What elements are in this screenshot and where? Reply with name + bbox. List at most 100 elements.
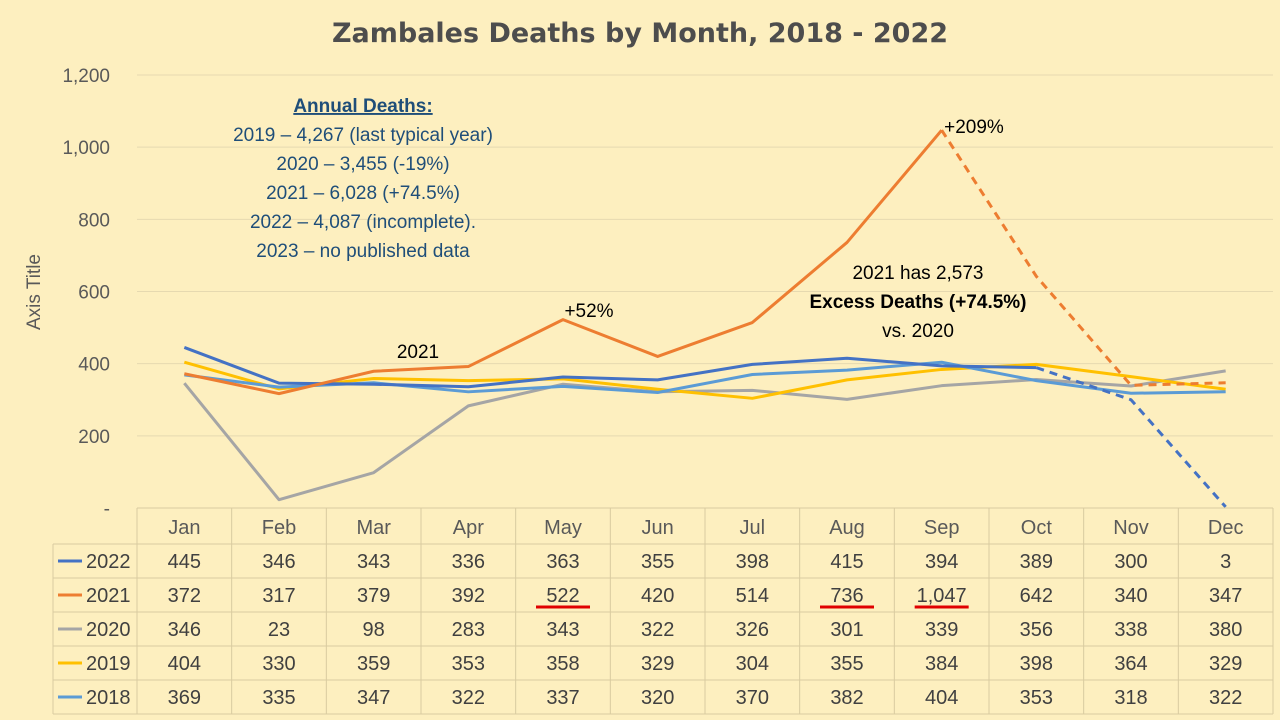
data-label: 382 [830, 687, 863, 709]
data-label: 370 [736, 687, 769, 709]
y-tick-label: 600 [78, 283, 110, 304]
x-tick-label: Nov [1113, 517, 1149, 539]
y-tick-label: 1,200 [62, 66, 110, 87]
data-label: 343 [357, 551, 390, 573]
data-label: 320 [641, 687, 674, 709]
x-tick-label: Sep [924, 517, 960, 539]
data-label: 283 [452, 619, 485, 641]
series-line-2021 [184, 129, 943, 396]
y-tick-label: - [104, 499, 110, 520]
y-axis-title: Axis Title [24, 254, 45, 330]
legend-label: 2022 [86, 551, 131, 573]
y-tick-label: 800 [78, 210, 110, 231]
data-label: 736 [830, 585, 863, 607]
data-label: 372 [168, 585, 201, 607]
data-label: 415 [830, 551, 863, 573]
data-label: 420 [641, 585, 674, 607]
data-label: 1,047 [917, 585, 967, 607]
data-label: 3 [1220, 551, 1231, 573]
y-tick-labels: - 200 400 600 800 1,000 1,200 [62, 66, 110, 520]
data-label: 398 [736, 551, 769, 573]
data-label: 343 [546, 619, 579, 641]
data-label: 359 [357, 653, 390, 675]
data-label: 347 [357, 687, 390, 709]
y-tick-label: 1,000 [62, 138, 110, 159]
data-label: 404 [925, 687, 958, 709]
annual-deaths-heading: Annual Deaths: [293, 96, 432, 117]
data-label: 379 [357, 585, 390, 607]
data-label: 335 [262, 687, 295, 709]
data-label: 353 [1020, 687, 1053, 709]
data-label: 384 [925, 653, 958, 675]
data-label: 23 [268, 619, 290, 641]
data-label: 353 [452, 653, 485, 675]
series-line-2020 [183, 369, 1226, 502]
x-tick-label: Jul [740, 517, 766, 539]
data-label: 329 [1209, 653, 1242, 675]
annual-deaths-line: 2022 – 4,087 (incomplete). [250, 212, 476, 233]
annual-deaths-line: 2021 – 6,028 (+74.5%) [266, 183, 460, 204]
y-tick-label: 200 [78, 427, 110, 448]
gridlines [137, 74, 1273, 437]
x-tick-label: Oct [1021, 517, 1053, 539]
data-label: 514 [736, 585, 769, 607]
x-tick-label: Apr [453, 517, 484, 539]
x-tick-label: Dec [1208, 517, 1244, 539]
series-lines [183, 129, 1227, 508]
annual-deaths-line: 2020 – 3,455 (-19%) [276, 154, 449, 175]
excess-deaths-line3: vs. 2020 [882, 321, 954, 342]
data-label: 358 [546, 653, 579, 675]
data-label: 98 [363, 619, 385, 641]
data-label: 338 [1114, 619, 1147, 641]
data-label: 392 [452, 585, 485, 607]
x-tick-label: May [544, 517, 582, 539]
pct-may-label: +52% [564, 301, 613, 322]
data-label: 336 [452, 551, 485, 573]
x-tick-label: Aug [829, 517, 865, 539]
data-label: 380 [1209, 619, 1242, 641]
x-tick-label: Jun [642, 517, 674, 539]
data-label: 322 [452, 687, 485, 709]
chart-title: Zambales Deaths by Month, 2018 - 2022 [332, 18, 948, 49]
y-tick-label: 400 [78, 355, 110, 376]
series-line-2022-dashed [1035, 366, 1227, 508]
x-tick-label: Mar [356, 517, 391, 539]
data-label: 355 [641, 551, 674, 573]
data-label: 346 [168, 619, 201, 641]
data-label: 363 [546, 551, 579, 573]
data-label: 445 [168, 551, 201, 573]
series-line-2022 [183, 346, 1037, 389]
data-label: 404 [168, 653, 201, 675]
data-table: Jan Feb Mar Apr May Jun Jul Aug Sep Oct Nov Dec 2022… [52, 507, 1274, 715]
series-line-2021-dashed [940, 129, 1226, 387]
data-label: 304 [736, 653, 769, 675]
data-label: 318 [1114, 687, 1147, 709]
legend-label: 2020 [86, 619, 131, 641]
annual-deaths-box: Annual Deaths: 2019 – 4,267 (last typica… [233, 96, 493, 262]
data-label: 347 [1209, 585, 1242, 607]
x-tick-label: Jan [168, 517, 200, 539]
annual-deaths-line: 2023 – no published data [256, 241, 470, 262]
data-label: 369 [168, 687, 201, 709]
data-label: 522 [546, 585, 579, 607]
data-label: 346 [262, 551, 295, 573]
data-label: 322 [641, 619, 674, 641]
data-label: 340 [1114, 585, 1147, 607]
data-label: 364 [1114, 653, 1147, 675]
legend-label: 2019 [86, 653, 131, 675]
label-2021: 2021 [397, 342, 439, 363]
series-line-2019 [183, 360, 1226, 400]
x-tick-label: Feb [262, 517, 296, 539]
data-label: 317 [262, 585, 295, 607]
pct-sep-label: +209% [944, 117, 1004, 138]
data-label: 326 [736, 619, 769, 641]
data-label: 337 [546, 687, 579, 709]
data-label: 355 [830, 653, 863, 675]
data-label: 398 [1020, 653, 1053, 675]
data-label: 394 [925, 551, 958, 573]
data-label: 322 [1209, 687, 1242, 709]
data-label: 330 [262, 653, 295, 675]
data-label: 356 [1020, 619, 1053, 641]
data-label: 301 [830, 619, 863, 641]
